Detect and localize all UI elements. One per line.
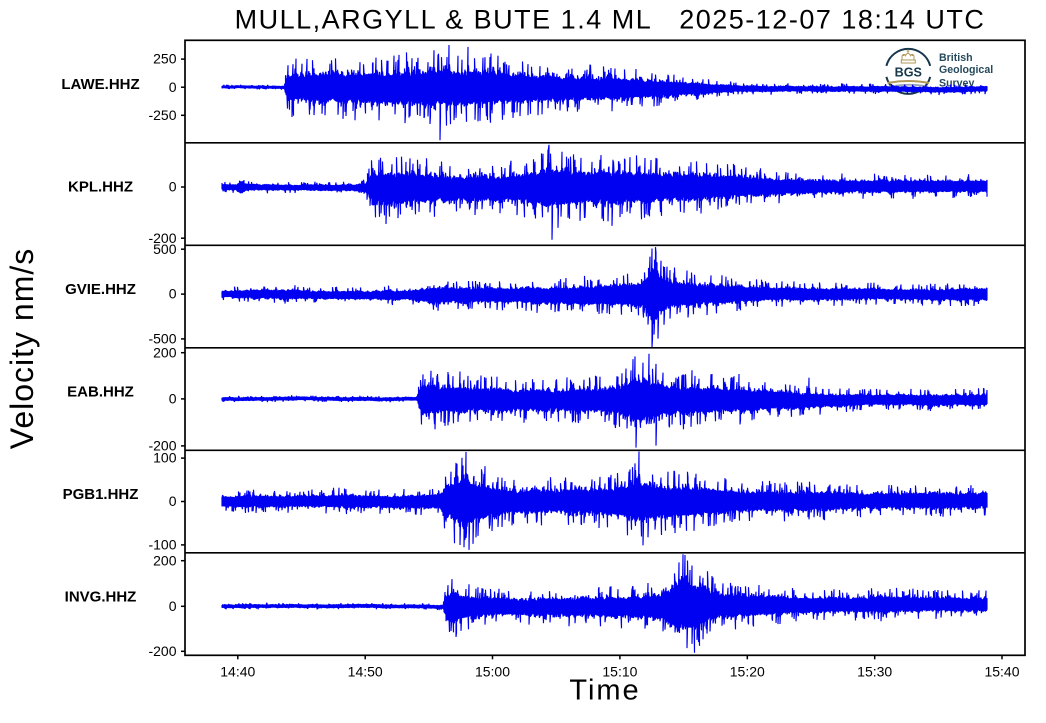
svg-text:-200: -200 [148, 643, 176, 659]
svg-text:Velocity nm/s: Velocity nm/s [4, 248, 40, 450]
svg-text:0: 0 [169, 598, 177, 614]
svg-text:200: 200 [153, 344, 177, 360]
svg-text:100: 100 [153, 450, 177, 466]
svg-text:500: 500 [153, 241, 177, 257]
svg-text:-500: -500 [148, 331, 176, 347]
svg-text:0: 0 [169, 179, 177, 195]
svg-text:0: 0 [169, 286, 177, 302]
svg-text:15:30: 15:30 [857, 664, 892, 680]
svg-text:15:20: 15:20 [730, 664, 765, 680]
svg-text:GVIE.HHZ: GVIE.HHZ [65, 281, 136, 298]
svg-text:-100: -100 [148, 537, 176, 553]
svg-text:14:40: 14:40 [220, 664, 255, 680]
svg-text:-250: -250 [148, 107, 176, 123]
svg-text:PGB1.HHZ: PGB1.HHZ [63, 486, 139, 503]
svg-text:15:40: 15:40 [984, 664, 1019, 680]
svg-text:14:50: 14:50 [348, 664, 383, 680]
svg-text:-200: -200 [148, 438, 176, 454]
svg-text:200: 200 [153, 552, 177, 568]
svg-text:0: 0 [169, 79, 177, 95]
svg-text:15:00: 15:00 [475, 664, 510, 680]
svg-text:Geological: Geological [939, 64, 993, 76]
svg-text:EAB.HHZ: EAB.HHZ [67, 384, 134, 401]
svg-text:0: 0 [169, 391, 177, 407]
svg-text:-200: -200 [148, 230, 176, 246]
svg-text:BGS: BGS [895, 66, 922, 80]
svg-text:KPL.HHZ: KPL.HHZ [68, 179, 133, 196]
svg-text:INVG.HHZ: INVG.HHZ [65, 589, 137, 606]
svg-text:250: 250 [153, 51, 177, 67]
svg-text:Time: Time [569, 675, 640, 707]
svg-text:15:10: 15:10 [602, 664, 637, 680]
svg-text:LAWE.HHZ: LAWE.HHZ [61, 76, 139, 93]
svg-text:MULL,ARGYLL & BUTE 1.4 ML 20: MULL,ARGYLL & BUTE 1.4 ML 2025-12-07 18:… [235, 5, 986, 35]
svg-text:0: 0 [169, 493, 177, 509]
svg-text:British: British [939, 52, 973, 64]
